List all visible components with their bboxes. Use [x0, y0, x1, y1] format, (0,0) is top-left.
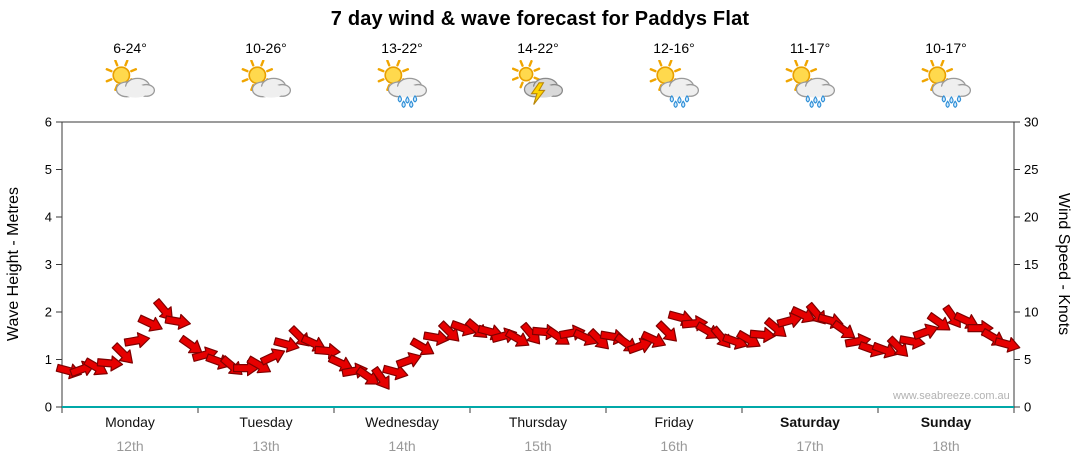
day-footer: Sunday 18th: [878, 414, 1014, 455]
day-footer-row: Monday 12th Tuesday 13th Wednesday 14th …: [62, 414, 1014, 455]
day-name: Friday: [654, 414, 694, 430]
day-column: 13-22°: [334, 40, 470, 110]
svg-text:4: 4: [45, 210, 52, 225]
partly-cloudy-icon: [104, 59, 156, 110]
day-column: 11-17°: [742, 40, 878, 110]
svg-text:5: 5: [45, 162, 52, 177]
temp-label: 13-22°: [381, 40, 423, 56]
chart-title: 7 day wind & wave forecast for Paddys Fl…: [330, 8, 750, 30]
svg-text:25: 25: [1024, 162, 1038, 177]
svg-text:30: 30: [1024, 115, 1038, 130]
day-name: Saturday: [780, 414, 840, 430]
showers-icon: [648, 59, 700, 110]
temp-label: 10-26°: [245, 40, 287, 56]
day-footer: Monday 12th: [62, 414, 198, 455]
watermark: www.seabreeze.com.au: [893, 390, 1010, 402]
day-name: Sunday: [920, 414, 972, 430]
day-name: Thursday: [508, 414, 568, 430]
day-date: 15th: [524, 438, 552, 454]
day-footer: Wednesday 14th: [334, 414, 470, 455]
showers-icon: [784, 59, 836, 110]
day-date: 12th: [116, 438, 144, 454]
day-header-row: 6-24° 10-26° 13-22° 14-22°: [62, 40, 1014, 110]
svg-text:20: 20: [1024, 210, 1038, 225]
day-footer: Friday 16th: [606, 414, 742, 455]
storm-icon: [511, 59, 564, 110]
day-date: 18th: [932, 438, 960, 454]
day-column: 12-16°: [606, 40, 742, 110]
day-name: Monday: [105, 414, 155, 430]
svg-text:2: 2: [45, 305, 52, 320]
showers-icon: [920, 59, 972, 110]
svg-text:3: 3: [45, 257, 52, 272]
day-date: 13th: [252, 438, 280, 454]
temp-label: 12-16°: [653, 40, 695, 56]
svg-text:10: 10: [1024, 305, 1038, 320]
day-name: Tuesday: [239, 414, 293, 430]
day-column: 10-17°: [878, 40, 1014, 110]
svg-text:15: 15: [1024, 257, 1038, 272]
day-date: 14th: [388, 438, 416, 454]
day-name: Wednesday: [365, 414, 439, 430]
day-column: 10-26°: [198, 40, 334, 110]
day-footer: Saturday 17th: [742, 414, 878, 455]
svg-text:0: 0: [45, 400, 52, 415]
svg-text:5: 5: [1024, 352, 1031, 367]
partly-cloudy-icon: [240, 59, 292, 110]
svg-text:6: 6: [45, 115, 52, 130]
showers-icon: [376, 59, 428, 110]
svg-text:1: 1: [45, 352, 52, 367]
day-footer: Thursday 15th: [470, 414, 606, 455]
temp-label: 14-22°: [517, 40, 559, 56]
day-date: 17th: [796, 438, 824, 454]
day-column: 6-24°: [62, 40, 198, 110]
temp-label: 10-17°: [925, 40, 967, 56]
svg-text:0: 0: [1024, 400, 1031, 415]
temp-label: 11-17°: [789, 40, 831, 56]
day-footer: Tuesday 13th: [198, 414, 334, 455]
temp-label: 6-24°: [113, 40, 147, 56]
day-date: 16th: [660, 438, 688, 454]
day-column: 14-22°: [470, 40, 606, 110]
